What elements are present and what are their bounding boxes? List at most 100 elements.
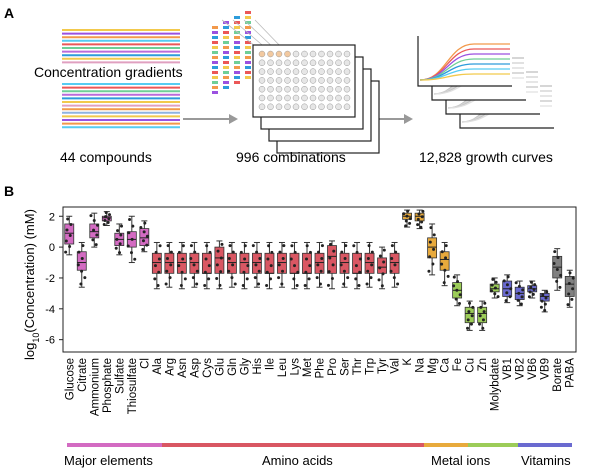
plate-well: [343, 59, 351, 67]
sample-dot: [378, 266, 382, 270]
sample-dot: [208, 250, 212, 254]
box-trp: [364, 241, 375, 288]
category-label-zn: Zn: [477, 358, 489, 371]
sample-dot: [442, 281, 446, 285]
sample-dot: [308, 250, 312, 254]
plate-well: [275, 50, 283, 58]
box-his: [251, 241, 262, 288]
arrow-1: [183, 114, 238, 124]
box-lys: [289, 241, 300, 290]
box-asp: [189, 241, 200, 288]
plate-well: [284, 94, 291, 102]
sample-dot: [366, 269, 370, 273]
sample-dot: [344, 244, 348, 248]
sample-dot: [559, 273, 563, 277]
category-label-ammonium: Ammonium: [89, 358, 101, 416]
strip-cell: [245, 36, 251, 39]
plate-well: [343, 50, 351, 58]
box-vb6: [527, 280, 538, 299]
sample-dot: [89, 214, 93, 218]
strip-cell: [212, 81, 218, 84]
plate-well: [335, 68, 342, 75]
sample-dot: [115, 237, 119, 241]
sample-dot: [179, 283, 183, 287]
sample-dot: [265, 283, 269, 287]
box-tyr: [377, 246, 387, 290]
sample-dot: [66, 217, 70, 221]
sample-dot: [102, 223, 106, 227]
sample-dot: [282, 244, 286, 248]
sample-dot: [258, 256, 262, 260]
sample-dot: [153, 277, 157, 281]
plate-well: [335, 103, 342, 111]
sample-dot: [516, 298, 520, 302]
sample-dot: [389, 269, 393, 273]
category-label-gln: Gln: [227, 358, 239, 376]
box-ile: [264, 241, 275, 290]
sample-dot: [390, 256, 394, 260]
sample-dot: [381, 272, 385, 276]
sample-dot: [354, 264, 358, 268]
box-plot-axes: -6 -4 -2 0 2: [45, 206, 577, 353]
sample-dot: [181, 244, 185, 248]
plate-well: [301, 59, 308, 67]
category-label-mg: Mg: [427, 358, 439, 374]
sample-dot: [68, 234, 72, 238]
box-borate: [552, 248, 563, 291]
box-vb9: [539, 289, 550, 313]
step-label-growth-curves: 12,828 growth curves: [419, 149, 553, 165]
plate-well: [335, 94, 342, 102]
sample-dot: [382, 260, 386, 264]
sample-dot: [342, 269, 346, 273]
strip-cell: [245, 51, 251, 54]
strip-cell: [245, 66, 251, 69]
sample-dot: [393, 263, 397, 267]
box-body: [439, 251, 450, 271]
box-body: [539, 292, 550, 302]
plate-well: [284, 77, 291, 84]
sample-dot: [243, 244, 247, 248]
box-arg: [164, 241, 175, 288]
sample-dot: [427, 269, 431, 273]
sample-dot: [491, 277, 495, 281]
plate-well: [284, 85, 291, 93]
sample-dot: [390, 244, 394, 248]
sample-dot: [440, 250, 444, 254]
box-val: [389, 241, 400, 288]
sample-dot: [165, 269, 169, 273]
category-label-glucose: Glucose: [64, 358, 76, 400]
sample-dot: [431, 262, 435, 266]
plate-well: [318, 94, 325, 102]
plate-well: [301, 50, 308, 58]
sample-dot: [114, 246, 118, 250]
strip-cell: [234, 81, 240, 84]
box-gln: [227, 241, 237, 288]
sample-dot: [192, 263, 196, 267]
sample-dot: [143, 221, 147, 225]
box-body: [139, 228, 150, 246]
strip-cell: [245, 11, 251, 14]
plate-well: [267, 94, 274, 102]
strip-cell: [234, 21, 240, 24]
plate-well: [335, 85, 342, 93]
category-label-lys: Lys: [289, 358, 301, 376]
plate-well: [343, 77, 351, 84]
group-label-major: Major elements: [64, 453, 153, 468]
sample-dot: [471, 305, 475, 309]
box-body: [364, 252, 375, 274]
sample-dot: [354, 277, 358, 281]
sample-dot: [141, 248, 145, 252]
panel-b-letter: B: [4, 183, 14, 199]
sample-dot: [316, 250, 320, 254]
sample-dot: [116, 229, 120, 233]
sample-dot: [292, 277, 296, 281]
sample-dot: [571, 287, 575, 291]
strip-cell: [245, 16, 251, 19]
box-body: [164, 252, 175, 274]
box-mg: [427, 223, 438, 276]
sample-dot: [227, 269, 231, 273]
strip-cell: [212, 76, 218, 79]
category-label-vb1: VB1: [502, 358, 514, 380]
box-cl: [139, 220, 150, 253]
group-bar-metal-green: [468, 443, 518, 447]
